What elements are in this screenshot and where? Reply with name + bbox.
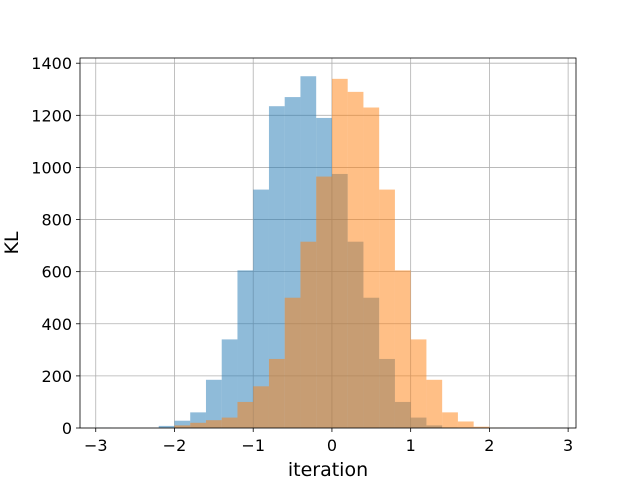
series-1-bar-7 xyxy=(253,189,269,428)
series-2-bar-12 xyxy=(363,107,380,428)
y-axis-label: KL xyxy=(1,231,23,254)
x-axis-ticks: −3 −2 −1 0 1 2 3 xyxy=(84,428,573,455)
series-2-bar-18 xyxy=(457,421,474,428)
y-tick-label-0: 0 xyxy=(62,419,72,438)
series-2-bar-9 xyxy=(316,176,332,428)
series-2-bar-2 xyxy=(205,420,222,428)
x-axis-label: iteration xyxy=(288,459,368,480)
series-2-bar-10 xyxy=(331,78,348,429)
series-2-bar-16 xyxy=(426,379,443,428)
series-2-bar-8 xyxy=(300,241,317,428)
x-tick-label-0: −3 xyxy=(84,436,108,455)
series-2-bar-0 xyxy=(174,425,191,428)
x-tick-label-5: 2 xyxy=(484,436,494,455)
y-tick-label-6: 1200 xyxy=(31,106,72,125)
x-tick-label-6: 3 xyxy=(563,436,573,455)
series-1-bar-5 xyxy=(221,339,238,428)
x-tick-label-4: 1 xyxy=(406,436,416,455)
series-1-bar-6 xyxy=(237,270,254,428)
series-2-bar-17 xyxy=(442,412,458,428)
series-2-bar-3 xyxy=(221,417,238,428)
series-1-bar-4 xyxy=(205,379,222,428)
plot-frame xyxy=(79,57,577,429)
series-2-bar-11 xyxy=(347,91,364,429)
series-2-bar-6 xyxy=(268,358,285,428)
x-tick-label-2: −1 xyxy=(241,436,265,455)
series-1-bar-2 xyxy=(174,420,191,428)
series-2-bar-14 xyxy=(394,270,411,428)
y-tick-label-7: 1400 xyxy=(31,54,72,73)
series-2-bar-19 xyxy=(473,426,490,428)
series-2-bar-13 xyxy=(379,189,395,428)
series-2-bar-15 xyxy=(410,339,427,428)
y-tick-label-4: 800 xyxy=(41,211,72,230)
series-1-bar-1 xyxy=(158,425,175,428)
series-2-bar-5 xyxy=(253,386,269,428)
series-1-bar-8 xyxy=(268,106,285,428)
series-2-bar-7 xyxy=(284,297,301,428)
y-tick-label-5: 1000 xyxy=(31,158,72,177)
y-tick-label-2: 400 xyxy=(41,315,72,334)
histogram-bars xyxy=(95,76,553,429)
y-tick-label-1: 200 xyxy=(41,367,72,386)
series-2-bar-1 xyxy=(190,422,206,428)
x-tick-label-3: 0 xyxy=(327,436,337,455)
series-2-bar-4 xyxy=(237,401,254,428)
y-tick-label-3: 600 xyxy=(41,263,72,282)
y-axis-ticks: 0 200 400 600 800 1000 1200 1400 xyxy=(31,54,80,438)
x-tick-label-1: −2 xyxy=(163,436,187,455)
